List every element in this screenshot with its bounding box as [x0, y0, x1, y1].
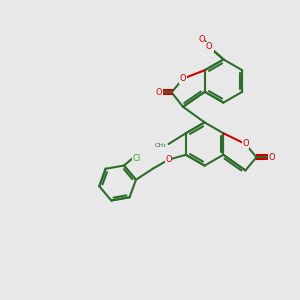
- Text: CH₃: CH₃: [154, 143, 166, 148]
- Text: O: O: [206, 42, 212, 51]
- Text: O: O: [156, 88, 162, 97]
- Text: O: O: [268, 153, 275, 162]
- Text: O: O: [242, 140, 249, 148]
- Text: O: O: [180, 74, 186, 83]
- Text: Cl: Cl: [132, 154, 141, 163]
- Text: O: O: [165, 155, 172, 164]
- Text: O: O: [207, 43, 213, 52]
- Text: O: O: [198, 35, 205, 44]
